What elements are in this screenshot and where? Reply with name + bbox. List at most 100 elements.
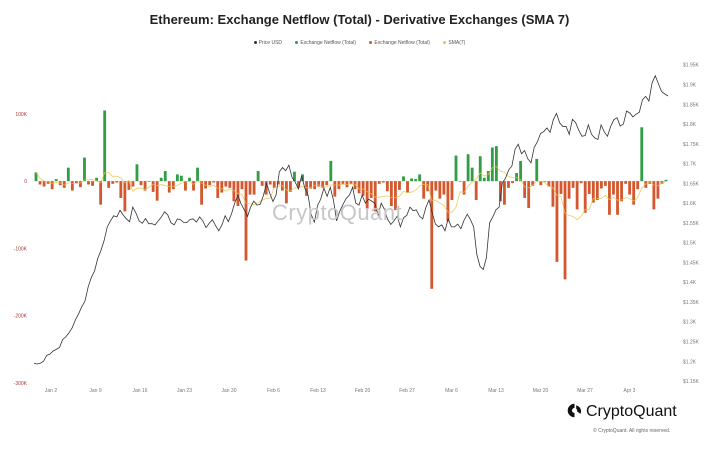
netflow-bar bbox=[434, 181, 438, 191]
netflow-bar bbox=[99, 181, 103, 205]
netflow-bar bbox=[462, 181, 466, 195]
netflow-bar bbox=[616, 181, 619, 215]
netflow-bar bbox=[446, 181, 450, 222]
sma-line bbox=[35, 166, 667, 221]
netflow-bar bbox=[321, 181, 325, 188]
netflow-bar bbox=[466, 154, 470, 182]
netflow-bar bbox=[535, 158, 539, 182]
legend-item-price[interactable]: Price USD bbox=[253, 40, 283, 46]
y-right-tick-label: $1.45K bbox=[683, 260, 700, 266]
netflow-bar bbox=[595, 181, 599, 200]
netflow-bar bbox=[624, 181, 628, 184]
netflow-bar bbox=[260, 181, 264, 186]
netflow-bar bbox=[83, 157, 86, 182]
netflow-bar bbox=[175, 174, 179, 182]
netflow-bar bbox=[188, 177, 191, 182]
x-tick-label: Jan 16 bbox=[132, 388, 147, 394]
netflow-bar bbox=[244, 181, 248, 261]
netflow-bar bbox=[422, 181, 426, 199]
netflow-bar bbox=[220, 181, 224, 193]
watermark-text: CryptoQuant bbox=[272, 200, 403, 225]
legend-dot-netflow-positive bbox=[295, 41, 299, 45]
netflow-bar bbox=[127, 181, 131, 190]
price-line bbox=[33, 74, 669, 365]
y-left-tick-label: -300K bbox=[14, 381, 28, 387]
netflow-bar bbox=[648, 181, 652, 184]
netflow-bar bbox=[74, 181, 78, 184]
netflow-bar bbox=[50, 181, 54, 190]
netflow-bar bbox=[547, 181, 551, 187]
netflow-bar bbox=[325, 181, 329, 186]
y-right-tick-label: $1.85K bbox=[683, 102, 700, 108]
netflow-bar bbox=[115, 181, 119, 183]
sma-line-layer bbox=[35, 166, 667, 221]
chart-legend: Price USD Exchange Netflow (Total) Excha… bbox=[0, 40, 719, 46]
netflow-bar bbox=[640, 127, 644, 182]
legend-item-sma[interactable]: SMA(7) bbox=[443, 40, 465, 46]
netflow-bar bbox=[276, 181, 280, 185]
netflow-bar bbox=[494, 146, 498, 182]
netflow-bar bbox=[216, 181, 220, 198]
netflow-bar bbox=[301, 174, 304, 182]
netflow-bar bbox=[632, 181, 636, 205]
netflow-bar bbox=[111, 181, 115, 184]
netflow-bar bbox=[523, 181, 527, 198]
x-tick-label: Apr 3 bbox=[624, 388, 636, 394]
y-right-tick-label: $1.5K bbox=[683, 241, 697, 247]
y-right-tick-label: $1.15K bbox=[683, 379, 700, 385]
netflow-bar bbox=[256, 171, 260, 182]
y-right-tick-label: $1.95K bbox=[683, 63, 700, 69]
netflow-bar bbox=[179, 175, 183, 182]
y-right-tick-label: $1.2K bbox=[683, 359, 697, 365]
netflow-bar bbox=[636, 181, 640, 190]
netflow-bar bbox=[406, 181, 409, 193]
netflow-bar bbox=[163, 171, 167, 182]
x-tick-label: Mar 27 bbox=[577, 388, 593, 394]
legend-item-netflow-negative[interactable]: Exchange Netflow (Total) bbox=[369, 40, 430, 46]
x-tick-label: Feb 6 bbox=[267, 388, 280, 394]
y-right-tick-label: $1.4K bbox=[683, 280, 697, 286]
y-left-tick-label: 0 bbox=[24, 179, 27, 185]
netflow-bar bbox=[143, 181, 147, 191]
netflow-bar bbox=[418, 174, 422, 182]
netflow-bar bbox=[357, 181, 361, 194]
netflow-bar bbox=[563, 181, 567, 280]
netflow-bar bbox=[297, 181, 300, 188]
netflow-bar bbox=[171, 181, 175, 190]
netflow-bar bbox=[454, 155, 458, 182]
netflow-bar bbox=[264, 181, 268, 195]
cryptoquant-logo-icon bbox=[567, 403, 582, 418]
legend-dot-sma bbox=[443, 41, 447, 45]
legend-label-price: Price USD bbox=[258, 40, 283, 46]
netflow-bar bbox=[317, 181, 321, 187]
netflow-bar bbox=[442, 181, 446, 195]
netflow-bar bbox=[268, 181, 272, 185]
y-right-tick-label: $1.8K bbox=[683, 122, 697, 128]
x-tick-label: Feb 13 bbox=[310, 388, 326, 394]
netflow-bar bbox=[482, 177, 486, 182]
y-left-tick-label: -100K bbox=[14, 246, 28, 252]
netflow-bar bbox=[369, 181, 373, 198]
netflow-bar bbox=[664, 179, 668, 182]
legend-label-sma: SMA(7) bbox=[448, 40, 466, 46]
right-axis-ticks: $1.95K $1.9K $1.85K $1.8K $1.75K $1.7K $1.65K $… bbox=[683, 63, 700, 385]
netflow-bar bbox=[184, 181, 187, 191]
netflow-bar bbox=[583, 181, 587, 213]
netflow-bar bbox=[579, 181, 583, 184]
netflow-bar bbox=[377, 181, 381, 184]
netflow-bar bbox=[87, 181, 90, 185]
netflow-bar bbox=[652, 181, 656, 210]
netflow-bar bbox=[333, 181, 337, 197]
netflow-bar bbox=[603, 181, 607, 186]
netflow-bar bbox=[240, 181, 244, 190]
netflow-bar bbox=[567, 181, 571, 199]
x-tick-label: Jan 30 bbox=[221, 388, 236, 394]
y-right-tick-label: $1.65K bbox=[683, 181, 700, 187]
legend-item-netflow-positive[interactable]: Exchange Netflow (Total) bbox=[295, 40, 356, 46]
netflow-bar bbox=[499, 181, 502, 202]
netflow-bar bbox=[349, 181, 353, 184]
netflow-bar bbox=[612, 181, 615, 195]
netflow-bar bbox=[289, 181, 292, 192]
netflow-bar bbox=[139, 181, 143, 186]
